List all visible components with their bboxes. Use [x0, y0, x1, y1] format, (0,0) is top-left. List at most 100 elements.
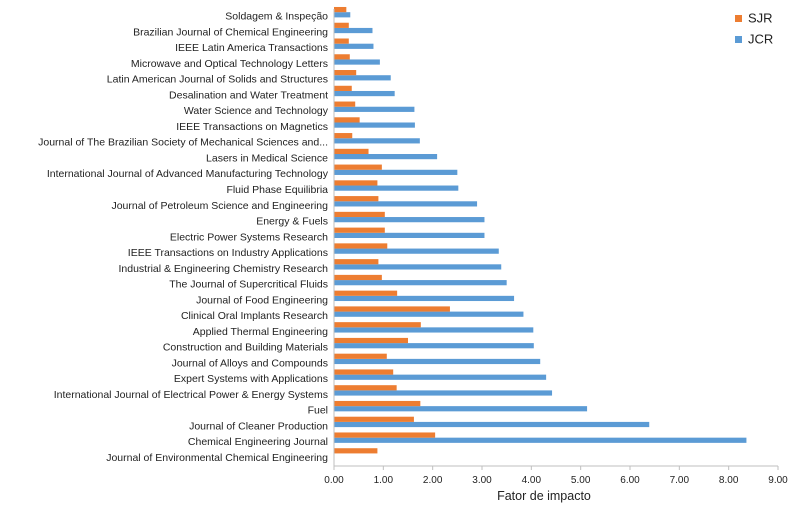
bar-sjr — [334, 211, 385, 218]
category-label: Journal of Environmental Chemical Engine… — [106, 452, 328, 464]
bar-sjr — [334, 369, 394, 375]
legend-swatch-jcr — [735, 36, 742, 43]
bar-jcr — [334, 437, 747, 443]
category-label: Journal of The Brazilian Society of Mech… — [38, 137, 328, 149]
category-label: Microwave and Optical Technology Letters — [131, 58, 328, 70]
category-label: IEEE Latin America Transactions — [175, 42, 328, 54]
category-label: Water Science and Technology — [184, 105, 329, 117]
bar-sjr — [334, 117, 360, 123]
x-tick-label: 2.00 — [423, 475, 443, 486]
category-label: Clinical Oral Implants Research — [181, 310, 328, 322]
bar-sjr — [334, 164, 382, 170]
bar-jcr — [334, 201, 478, 207]
bar-jcr — [334, 27, 373, 34]
x-tick-label: 6.00 — [620, 475, 640, 486]
bar-jcr — [334, 185, 459, 191]
legend-swatch-sjr — [735, 15, 742, 22]
category-label: Fluid Phase Equilibria — [226, 184, 328, 196]
bar-sjr — [334, 290, 398, 296]
y-axis-category-labels: Soldagem & Inspeção Brazilian Journal of … — [38, 11, 329, 464]
bar-sjr — [334, 400, 421, 407]
category-label: The Journal of Supercritical Fluids — [169, 279, 328, 291]
x-tick-label: 4.00 — [522, 475, 542, 486]
x-tick-label: 0.00 — [324, 475, 344, 486]
bar-jcr — [334, 248, 499, 254]
bar-jcr — [334, 138, 420, 144]
category-label: Journal of Alloys and Compounds — [172, 357, 328, 369]
plot-area — [334, 6, 747, 454]
bar-sjr — [334, 196, 379, 202]
x-tick-label: 8.00 — [719, 475, 739, 486]
bar-jcr — [334, 406, 588, 412]
bar-sjr — [334, 432, 436, 438]
bar-jcr — [334, 75, 391, 81]
bar-jcr — [334, 374, 547, 380]
x-axis-ticks: 0.00 1.00 2.00 3.00 4.00 5.00 6.00 7.00 8.00 9.00 — [324, 466, 788, 486]
category-label: Fuel — [308, 405, 328, 417]
x-tick-label: 5.00 — [571, 475, 591, 486]
bar-sjr — [334, 243, 388, 249]
bar-jcr — [334, 59, 380, 65]
x-tick-label: 7.00 — [670, 475, 690, 486]
category-label: Construction and Building Materials — [163, 342, 328, 354]
bar-jcr — [334, 169, 458, 175]
bar-sjr — [334, 85, 352, 91]
bar-jcr — [334, 122, 415, 128]
bar-sjr — [334, 54, 350, 60]
bar-jcr — [334, 421, 650, 428]
bar-sjr — [334, 322, 421, 328]
bar-jcr — [334, 343, 534, 349]
category-label: Electric Power Systems Research — [170, 231, 328, 243]
bar-sjr — [334, 38, 349, 44]
legend-label-sjr: SJR — [748, 10, 773, 25]
bar-sjr — [334, 337, 408, 344]
bar-sjr — [334, 353, 387, 359]
bar-sjr — [334, 22, 349, 28]
bar-sjr — [334, 448, 378, 454]
category-label: Latin American Journal of Solids and Str… — [107, 74, 328, 86]
category-label: Brazilian Journal of Chemical Engineerin… — [133, 26, 328, 38]
bar-jcr — [334, 311, 524, 317]
category-label: IEEE Transactions on Magnetics — [176, 121, 328, 133]
bar-jcr — [334, 90, 395, 97]
bar-sjr — [334, 274, 382, 281]
bar-sjr — [334, 385, 397, 391]
bar-sjr — [334, 259, 379, 265]
category-label: Journal of Petroleum Science and Enginee… — [111, 200, 328, 212]
category-label: Lasers in Medical Science — [206, 152, 328, 164]
bar-jcr — [334, 327, 534, 333]
category-label: Chemical Engineering Journal — [188, 436, 328, 448]
bar-jcr — [334, 232, 485, 238]
bar-jcr — [334, 280, 507, 286]
bar-jcr — [334, 43, 374, 49]
category-label: Soldagem & Inspeção — [225, 11, 328, 23]
bar-jcr — [334, 154, 438, 160]
bar-sjr — [334, 133, 353, 139]
bar-jcr — [334, 12, 351, 18]
category-label: Desalination and Water Treatment — [169, 89, 328, 101]
category-label: Applied Thermal Engineering — [193, 326, 328, 338]
category-label: Journal of Food Engineering — [196, 294, 328, 306]
bar-jcr — [334, 390, 553, 396]
legend-label-jcr: JCR — [748, 31, 773, 46]
x-tick-label: 3.00 — [472, 475, 492, 486]
bar-jcr — [334, 264, 502, 270]
category-label: Energy & Fuels — [256, 216, 328, 228]
bar-sjr — [334, 6, 347, 13]
bar-jcr — [334, 217, 485, 223]
x-tick-label: 9.00 — [768, 475, 788, 486]
bar-sjr — [334, 227, 385, 233]
category-label: International Journal of Advanced Manufa… — [47, 168, 329, 180]
bar-jcr — [334, 106, 415, 112]
x-axis-title: Fator de impacto — [497, 489, 591, 503]
x-tick-label: 1.00 — [374, 475, 394, 486]
bar-sjr — [334, 101, 356, 107]
category-label: Industrial & Engineering Chemistry Resea… — [118, 263, 328, 275]
bar-jcr — [334, 358, 541, 365]
bar-sjr — [334, 180, 378, 186]
legend: SJR JCR — [735, 10, 773, 46]
category-label: Expert Systems with Applications — [174, 373, 328, 385]
bar-sjr — [334, 148, 369, 155]
category-label: Journal of Cleaner Production — [189, 420, 328, 432]
